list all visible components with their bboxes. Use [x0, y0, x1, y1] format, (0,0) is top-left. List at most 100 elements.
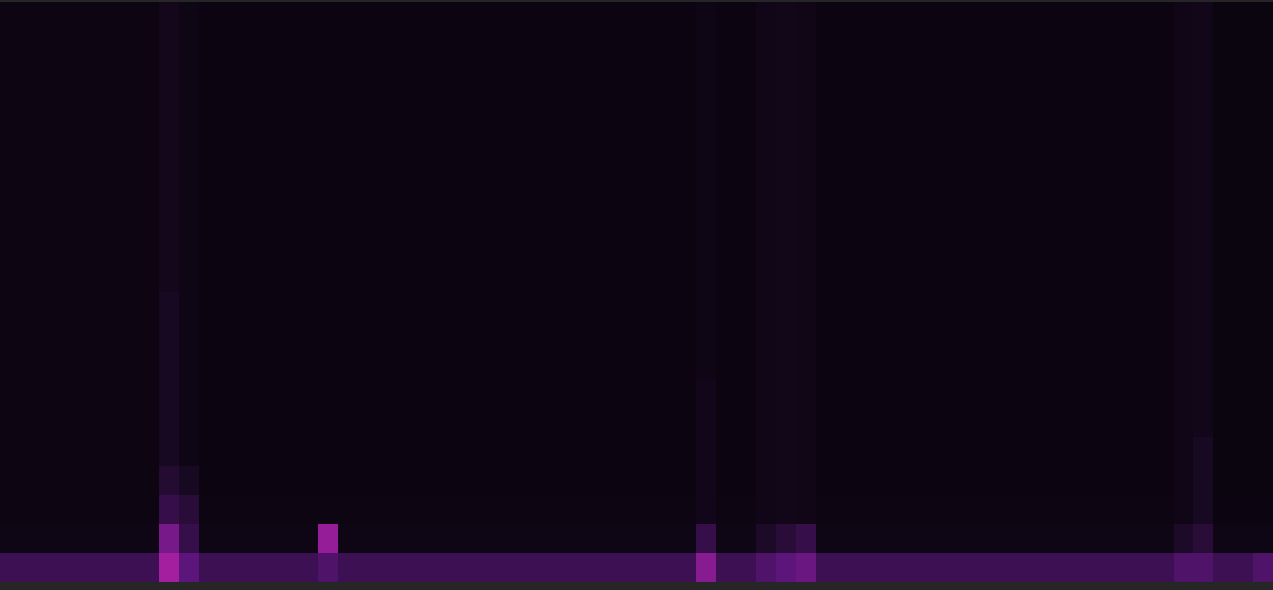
heatmap-cell	[278, 466, 298, 496]
heatmap-cell	[696, 234, 716, 264]
heatmap-cell	[776, 205, 796, 235]
heatmap-cell	[398, 292, 418, 322]
heatmap-cell	[278, 205, 298, 235]
heatmap-cell	[20, 31, 40, 61]
heatmap-cell	[1233, 176, 1253, 206]
heatmap-cell	[99, 176, 119, 206]
heatmap-cell	[617, 321, 637, 351]
heatmap-cell	[816, 60, 836, 90]
heatmap-cell	[0, 321, 20, 351]
heatmap-cell	[239, 379, 259, 409]
heatmap-cell	[1174, 466, 1194, 496]
heatmap-cell	[995, 205, 1015, 235]
heatmap-cell	[816, 350, 836, 380]
heatmap-cell	[1233, 408, 1253, 438]
heatmap-cell	[239, 147, 259, 177]
heatmap-cell	[975, 263, 995, 293]
heatmap-cell	[318, 350, 338, 380]
heatmap-cell	[159, 466, 179, 496]
heatmap-cell	[895, 408, 915, 438]
heatmap-cell	[457, 234, 477, 264]
heatmap-cell	[617, 408, 637, 438]
heatmap-cell	[736, 147, 756, 177]
heatmap-cell	[318, 147, 338, 177]
heatmap-cell	[1154, 321, 1174, 351]
heatmap-cell	[1154, 524, 1174, 554]
heatmap-cell	[239, 495, 259, 525]
heatmap-cell	[259, 408, 279, 438]
heatmap-cell	[1074, 31, 1094, 61]
heatmap-cell	[736, 60, 756, 90]
heatmap-cell	[756, 176, 776, 206]
heatmap-cell	[1034, 118, 1054, 148]
heatmap-cell	[716, 466, 736, 496]
heatmap-cell	[1094, 321, 1114, 351]
heatmap-cell	[40, 118, 60, 148]
heatmap-cell	[457, 263, 477, 293]
heatmap-cell	[955, 553, 975, 582]
heatmap-cell	[676, 176, 696, 206]
heatmap-cell	[497, 31, 517, 61]
heatmap-cell	[338, 408, 358, 438]
heatmap-cell	[139, 89, 159, 119]
heatmap-cell	[1253, 147, 1273, 177]
heatmap-cell	[875, 321, 895, 351]
heatmap-cell	[159, 408, 179, 438]
heatmap-cell	[1233, 292, 1253, 322]
heatmap-cell	[1094, 89, 1114, 119]
heatmap-cell	[696, 147, 716, 177]
heatmap-cell	[796, 379, 816, 409]
heatmap-cell	[358, 205, 378, 235]
heatmap-cell	[656, 147, 676, 177]
heatmap-cell	[278, 495, 298, 525]
heatmap-cell	[537, 234, 557, 264]
heatmap-cell	[358, 495, 378, 525]
heatmap-cell	[915, 234, 935, 264]
heatmap-cell	[199, 292, 219, 322]
heatmap-cell	[557, 350, 577, 380]
heatmap-cell	[1154, 205, 1174, 235]
heatmap-cell	[139, 350, 159, 380]
heatmap-cell	[975, 2, 995, 32]
heatmap-cell	[637, 31, 657, 61]
heatmap-cell	[119, 553, 139, 582]
heatmap-cell	[517, 292, 537, 322]
heatmap-cell	[298, 408, 318, 438]
heatmap-cell	[1233, 437, 1253, 467]
heatmap-cell	[457, 292, 477, 322]
heatmap-cell	[1233, 31, 1253, 61]
heatmap-cell	[20, 60, 40, 90]
heatmap-cell	[1154, 89, 1174, 119]
heatmap-cell	[1154, 553, 1174, 582]
heatmap-cell	[537, 292, 557, 322]
heatmap-cell	[457, 553, 477, 582]
heatmap-cell	[816, 263, 836, 293]
heatmap-cell	[1213, 466, 1233, 496]
heatmap-cell	[179, 263, 199, 293]
heatmap-cell	[179, 89, 199, 119]
heatmap-cell	[1233, 263, 1253, 293]
heatmap-cell	[955, 466, 975, 496]
heatmap-cell	[1174, 379, 1194, 409]
heatmap-cell	[696, 466, 716, 496]
heatmap-cell	[378, 292, 398, 322]
heatmap-cell	[398, 466, 418, 496]
heatmap-cell	[60, 292, 80, 322]
heatmap-cell	[716, 234, 736, 264]
heatmap-cell	[1074, 350, 1094, 380]
heatmap-cell	[736, 321, 756, 351]
heatmap-cell	[497, 205, 517, 235]
heatmap-cell	[338, 176, 358, 206]
heatmap-cell	[1233, 553, 1253, 582]
heatmap-cell	[935, 60, 955, 90]
heatmap-cell	[199, 2, 219, 32]
heatmap-cell	[457, 350, 477, 380]
heatmap-cell	[179, 553, 199, 582]
heatmap-cell	[816, 466, 836, 496]
heatmap-cell	[816, 118, 836, 148]
heatmap-cell	[1054, 379, 1074, 409]
heatmap-cell	[756, 321, 776, 351]
heatmap-cell	[1054, 495, 1074, 525]
heatmap-cell	[935, 495, 955, 525]
heatmap-cell	[119, 350, 139, 380]
